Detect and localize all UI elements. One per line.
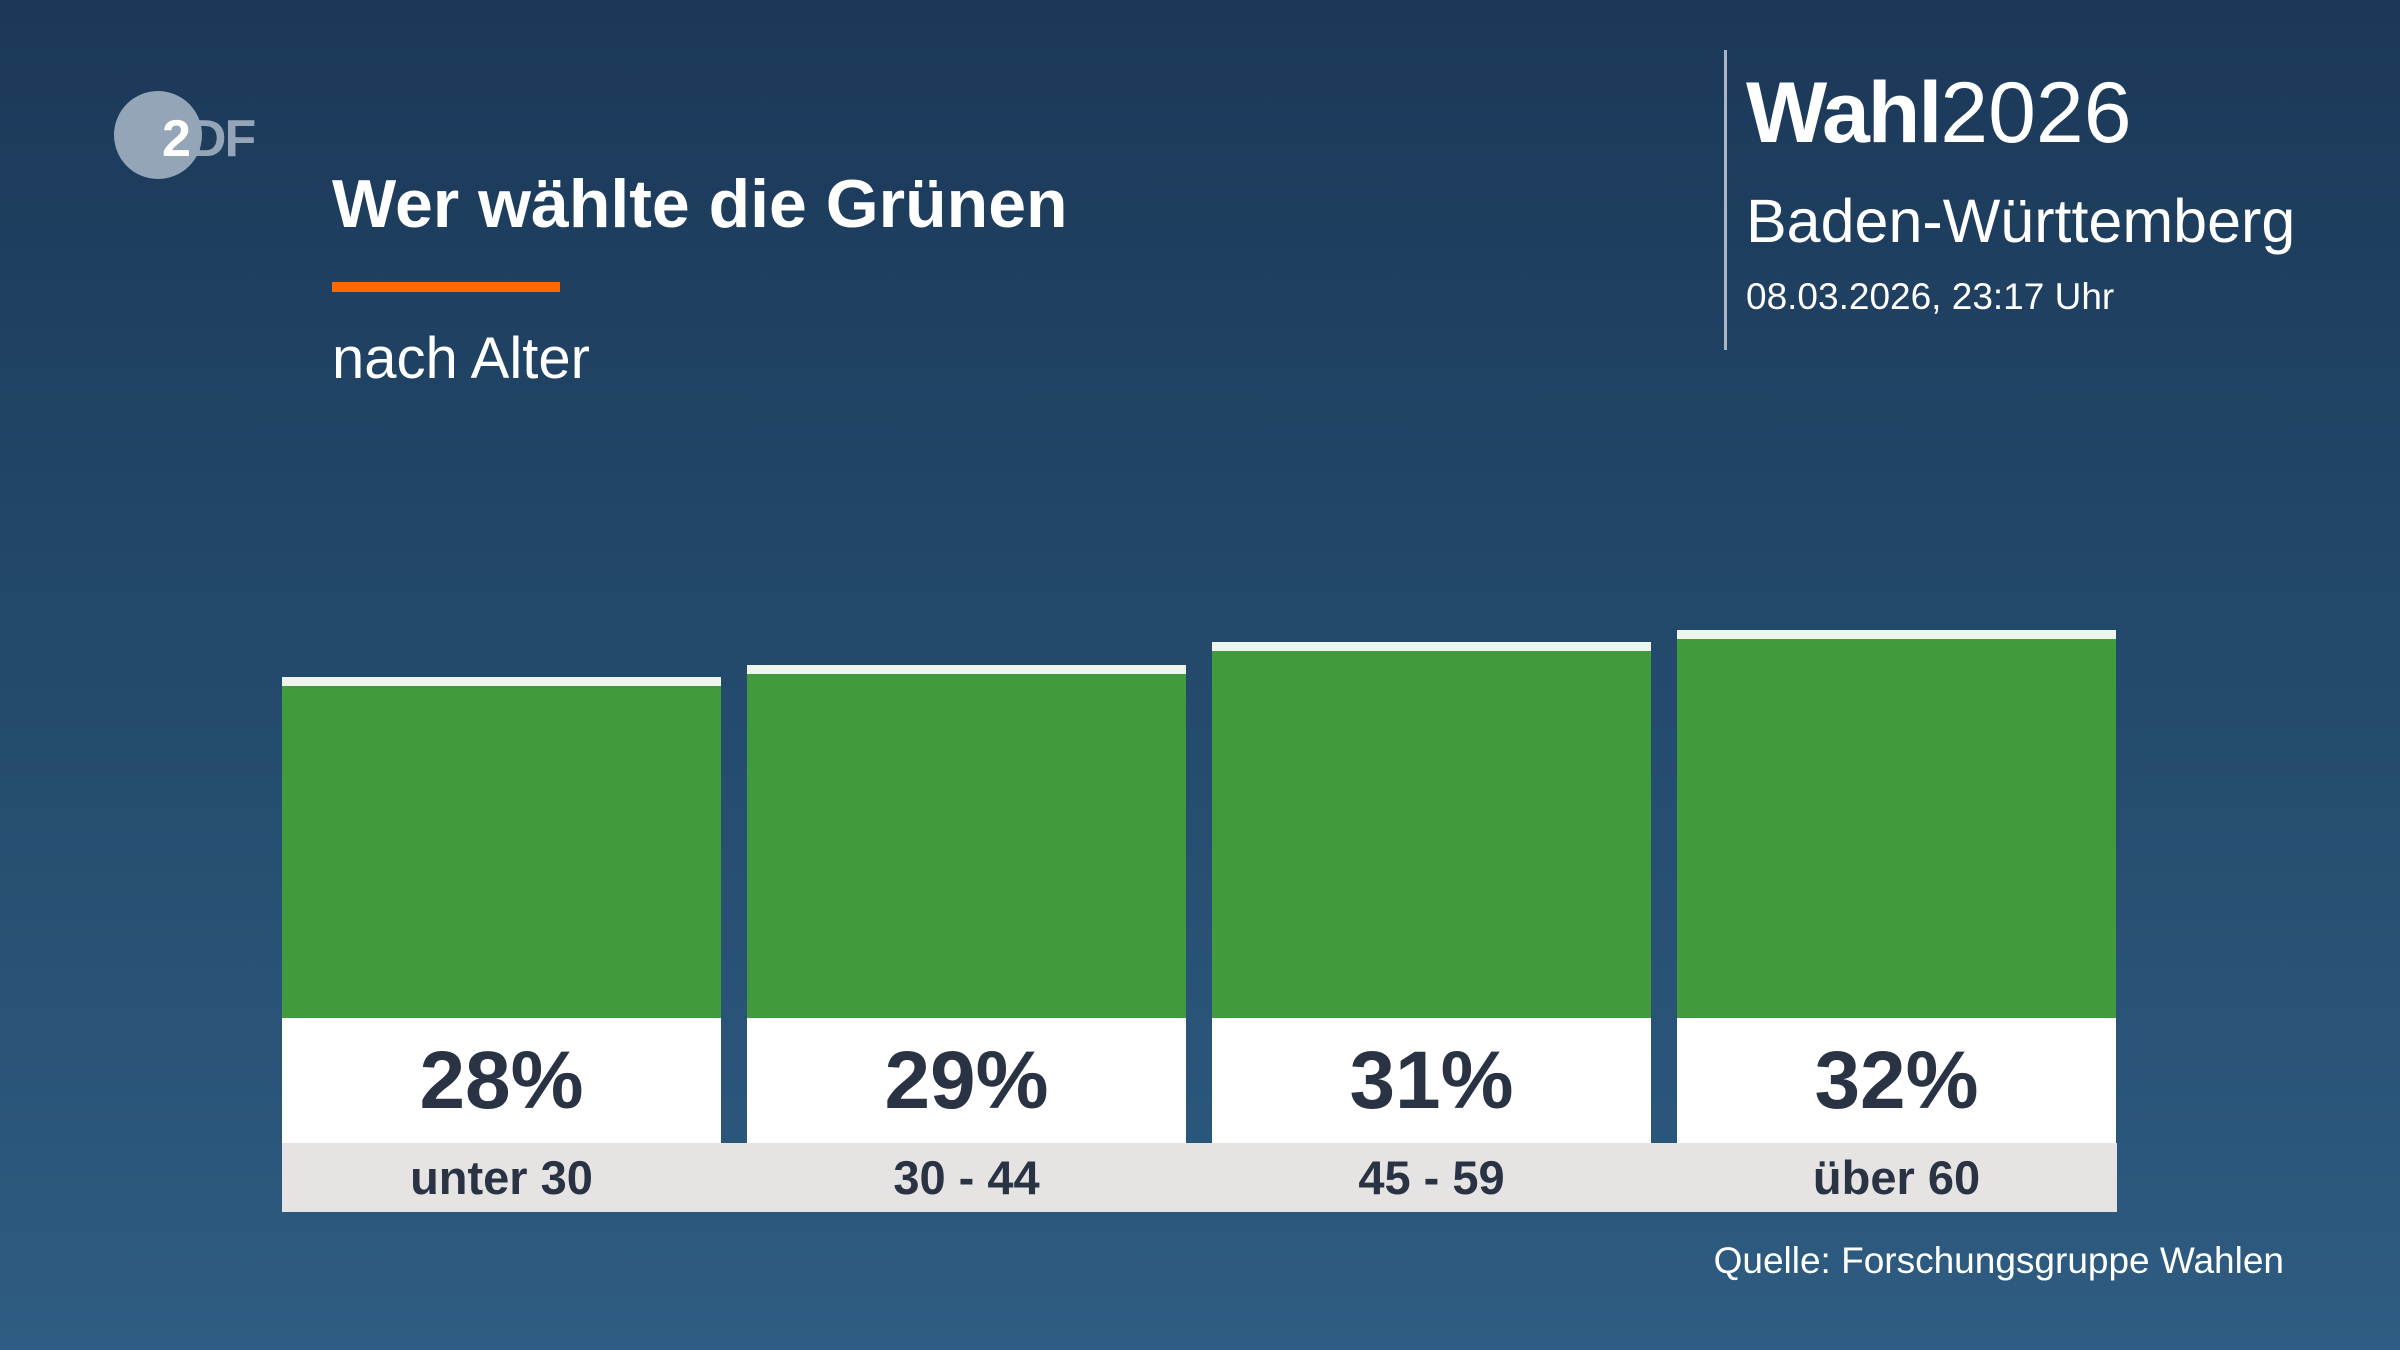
title-accent-line xyxy=(332,282,560,292)
bar-top-cap xyxy=(1677,629,2116,639)
brand-wahl: Wahl xyxy=(1746,65,1942,161)
data-label: 29% xyxy=(747,1018,1186,1143)
category-label: 45 - 59 xyxy=(1358,1151,1505,1204)
category-label-band xyxy=(282,1143,2117,1212)
brand-divider xyxy=(1724,50,1727,350)
category-label: unter 30 xyxy=(410,1151,593,1204)
zdf-logo-circle xyxy=(114,91,202,179)
zdf-logo: 2DF xyxy=(114,91,314,181)
zdf-logo-text: 2DF xyxy=(162,109,256,169)
zdf-logo-2: 2 xyxy=(162,110,191,168)
category-label: über 60 xyxy=(1812,1151,1981,1204)
bar xyxy=(747,674,1186,1018)
timestamp: 08.03.2026, 23:17 Uhr xyxy=(1746,276,2115,317)
category-label: 30 - 44 xyxy=(893,1151,1040,1204)
bar-top-cap xyxy=(1212,641,1651,651)
data-label: 32% xyxy=(1677,1018,2116,1143)
bar-top-cap xyxy=(282,677,721,687)
bar-top-cap xyxy=(747,665,1186,675)
bar xyxy=(1212,650,1651,1018)
chart-subtitle: nach Alter xyxy=(332,326,590,391)
chart-title: Wer wählte die Grünen xyxy=(332,166,1068,242)
brand-year: 2026 xyxy=(1940,65,2132,161)
data-label: 28% xyxy=(282,1018,721,1143)
data-label: 31% xyxy=(1212,1018,1651,1143)
bar xyxy=(1677,638,2116,1018)
zdf-logo-df: DF xyxy=(188,110,256,168)
source-note: Quelle: Forschungsgruppe Wahlen xyxy=(1713,1240,2284,1281)
region-name: Baden-Württemberg xyxy=(1746,187,2296,255)
election-brand: Wahl2026 xyxy=(1746,70,2132,156)
bar xyxy=(282,686,721,1018)
